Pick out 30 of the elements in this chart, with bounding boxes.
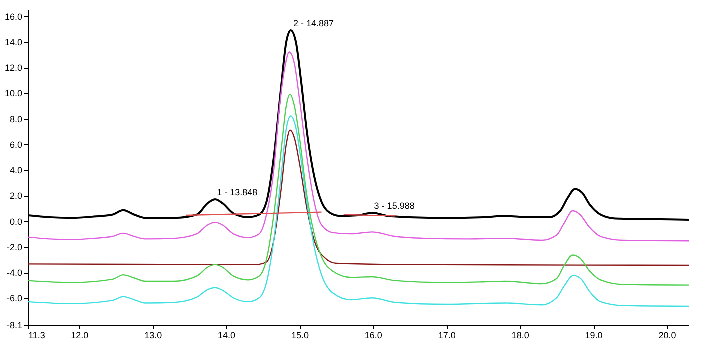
line-series (28, 94, 689, 286)
y-tick-label: 16.0 (4, 12, 22, 22)
y-tick-label: -2.0 (6, 242, 22, 252)
x-tick-label: 20.0 (658, 330, 676, 340)
line-series (28, 130, 689, 266)
x-tick-label: 11.3 (28, 330, 46, 340)
y-tick-label: 2.0 (10, 191, 22, 202)
y-tick-label: 8.0 (10, 114, 22, 124)
annotation: 2 - 14.887 (293, 18, 334, 28)
y-tick-label: 12.0 (4, 63, 22, 74)
x-tick-label: 19.0 (585, 330, 603, 340)
x-tick-label: 18.0 (512, 330, 530, 340)
y-tick-label: 0.0 (10, 216, 22, 227)
line-series (28, 116, 689, 308)
x-tick-label: 13.0 (144, 330, 162, 340)
y-tick-label: 6.0 (10, 140, 22, 150)
y-tick-label: 10.0 (4, 88, 22, 99)
x-tick-label: 12.0 (71, 330, 89, 340)
y-tick-label: 4.0 (10, 166, 22, 176)
line-series (28, 52, 689, 242)
y-tick-label: 14.0 (4, 38, 22, 48)
y-tick-label: -8.1 (6, 320, 22, 330)
x-tick-label: 14.0 (218, 330, 236, 340)
y-tick-label: -6.0 (6, 294, 22, 304)
x-tick-label: 15.0 (291, 330, 310, 340)
x-tick-label: 17.0 (438, 330, 456, 340)
annotation: 1 - 13.848 (217, 188, 258, 198)
x-tick-label: 16.0 (364, 330, 382, 340)
y-tick-label: -4.0 (6, 268, 22, 278)
annotation: 3 - 15.988 (374, 201, 415, 212)
